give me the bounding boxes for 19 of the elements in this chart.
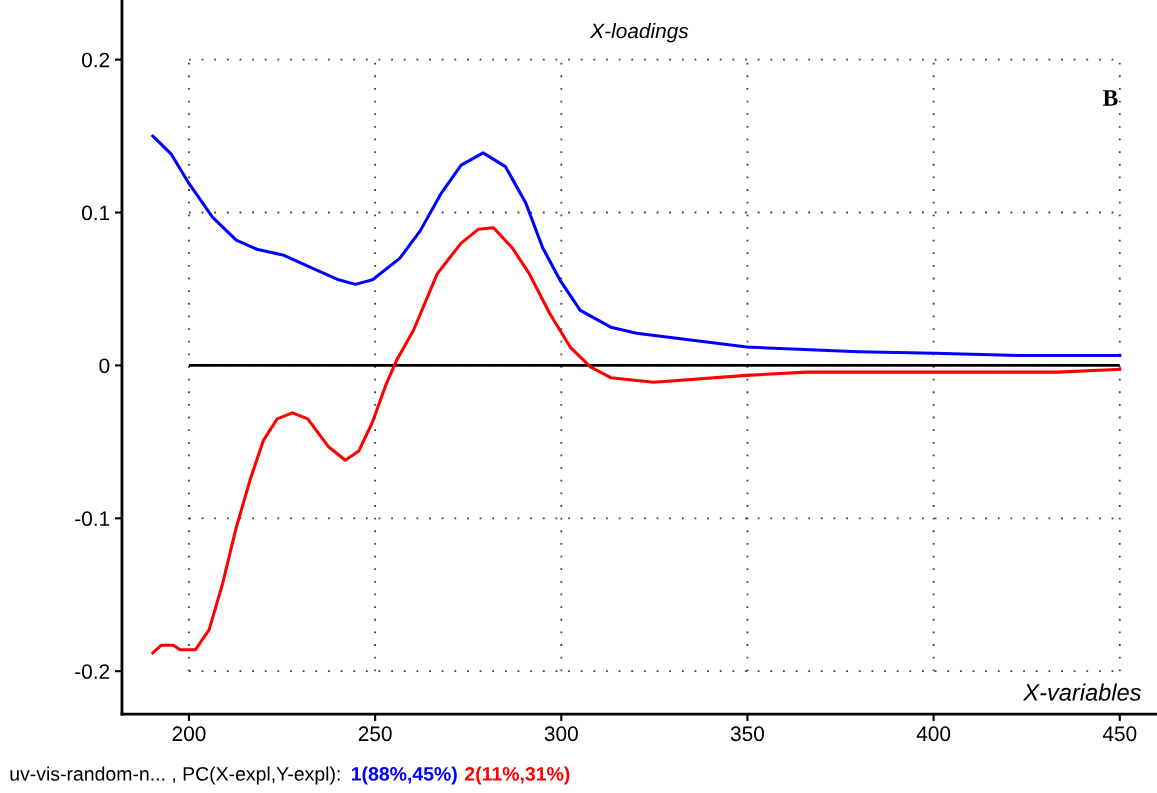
line-series <box>151 226 1122 655</box>
text: 2(11%,31%) <box>465 766 570 785</box>
x-tick-label: 350 <box>730 726 765 742</box>
text: uv-vis-random-n... , PC(X-expl,Y-expl): <box>10 766 340 785</box>
x-tick-label: 300 <box>544 726 578 742</box>
x-tick-label: 400 <box>916 726 951 742</box>
y-tick-label: 0.2 <box>82 52 110 68</box>
x-axis-title: X-variables <box>1022 683 1141 701</box>
x-tick-label: 200 <box>172 726 206 742</box>
line-series <box>151 134 1122 358</box>
y-tick-label: -0.1 <box>75 511 110 527</box>
y-tick-label: -0.2 <box>75 664 110 679</box>
text: 1(88%,45%) <box>351 766 457 785</box>
text: X-loadings <box>589 22 689 43</box>
x-tick-label: 250 <box>358 726 392 742</box>
annotation: B <box>1102 90 1118 106</box>
y-tick-label: 0.1 <box>82 205 110 221</box>
x-tick-label: 450 <box>1102 726 1137 742</box>
y-tick-label: 0 <box>99 358 110 374</box>
